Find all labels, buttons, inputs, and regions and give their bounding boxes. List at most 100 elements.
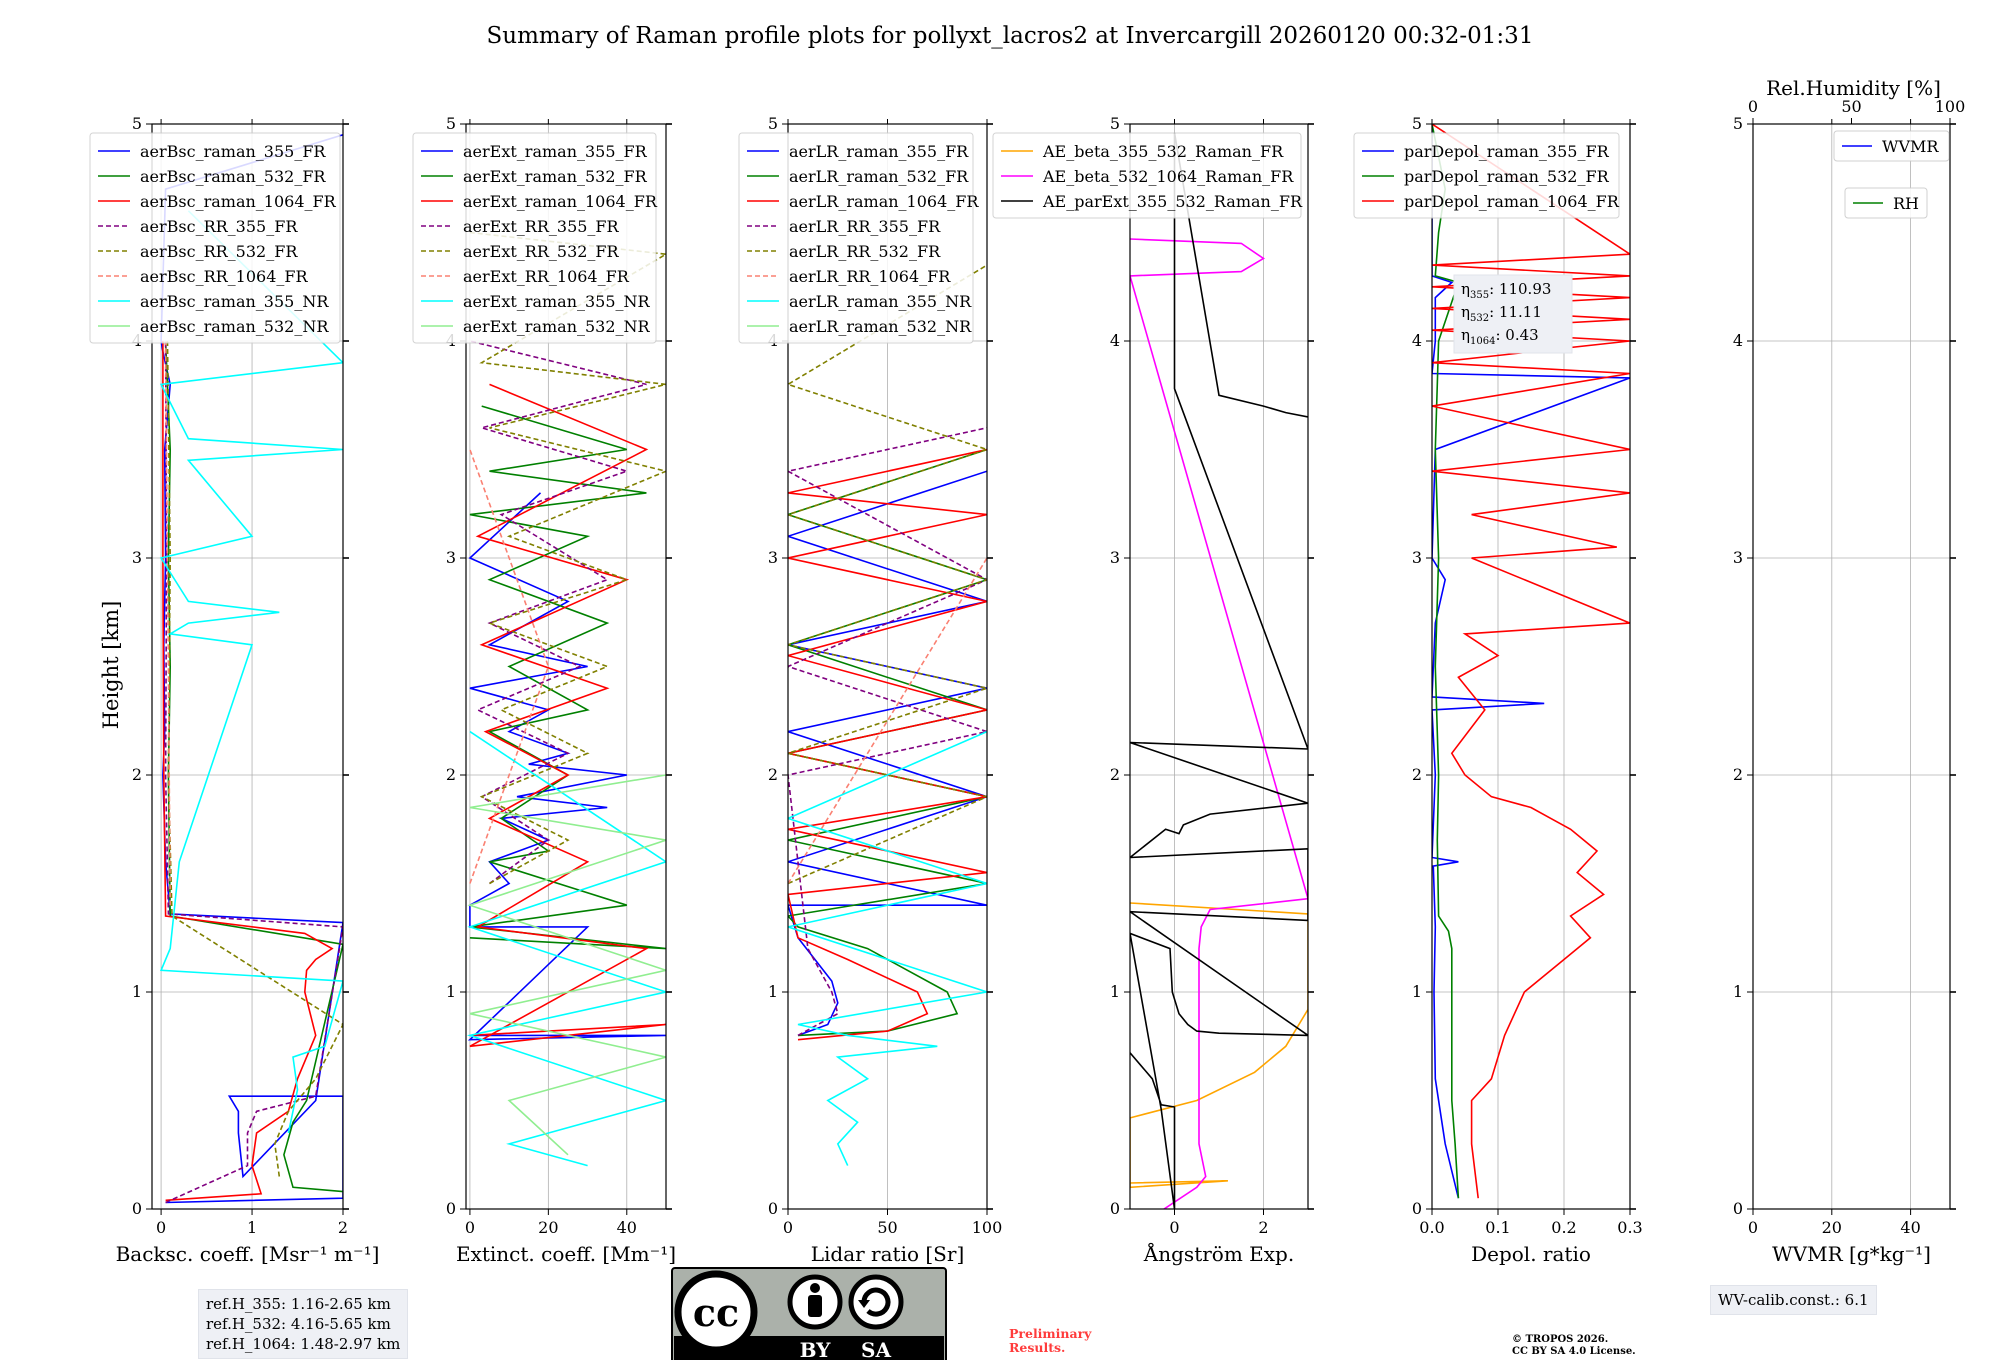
cc-icon-text: cc: [693, 1290, 739, 1335]
x-tick-label: 100: [972, 1218, 1003, 1237]
series-line-aerLR_raman_355_NR: [788, 730, 987, 1166]
y-tick-label: 2: [768, 765, 778, 784]
x-tick-label: 0.3: [1617, 1218, 1642, 1237]
series-line-aerLR_raman_355_FR: [788, 470, 987, 1037]
x-axis-label: WVMR [g*kg⁻¹]: [1772, 1242, 1931, 1266]
y-tick-label: 0: [768, 1199, 778, 1218]
legend-entry: aerLR_raman_532_FR: [789, 167, 969, 186]
legend-entry: AE_beta_355_532_Raman_FR: [1042, 142, 1284, 161]
axes-frame: [151, 123, 344, 1210]
x-tick-label: 2: [1258, 1218, 1268, 1237]
y-tick-label: 2: [132, 765, 142, 784]
legend: aerExt_raman_355_FR aerExt_raman_532_FRae…: [412, 132, 658, 344]
series-line-aerBsc_RR_532_FR: [166, 340, 343, 1177]
x2-tick-label: 100: [1935, 97, 1966, 116]
series-line-parDepol_raman_532_FR: [1432, 124, 1460, 1199]
series-line-aerExt_raman_532_NR: [467, 774, 666, 1156]
sa-icon: [848, 1274, 904, 1330]
legend-entry: aerLR_RR_532_FR: [789, 242, 941, 261]
legend-entry: aerLR_raman_355_FR: [789, 142, 969, 161]
legend-entry: aerExt_raman_532_NR: [463, 317, 651, 336]
series-line-AE_beta_532_1064_Raman_FR: [1130, 238, 1308, 1209]
x-axis-label: Lidar ratio [Sr]: [811, 1242, 965, 1266]
y-tick-label: 0: [1110, 1199, 1120, 1218]
x-tick-label: 1: [247, 1218, 257, 1237]
legend-entry: aerBsc_RR_532_FR: [140, 242, 298, 261]
x-axis-label: Depol. ratio: [1471, 1242, 1591, 1266]
x-tick-label: 0: [465, 1218, 475, 1237]
legend-entry: aerBsc_raman_532_FR: [140, 167, 326, 186]
legend-entry: aerBsc_raman_1064_FR: [140, 192, 337, 211]
legend-entry: aerLR_raman_355_NR: [789, 292, 972, 311]
x2-axis-label: Rel.Humidity [%]: [1766, 76, 1941, 100]
eta-annotation: η355: 110.93 η532: 11.11 η1064: 0.43: [1453, 274, 1573, 354]
x-tick-label: 40: [617, 1218, 637, 1237]
legend-entry: aerExt_raman_532_FR: [463, 167, 648, 186]
y-tick-label: 3: [1733, 548, 1743, 567]
y-tick-label: 1: [132, 982, 142, 1001]
legend-entry: RH: [1893, 194, 1919, 213]
by-label: BY: [800, 1338, 832, 1360]
legend-entry: WVMR: [1882, 137, 1939, 156]
y-axis-label: Height [km]: [99, 601, 123, 730]
legend-entry: aerExt_raman_355_FR: [463, 142, 648, 161]
legend-entry: aerExt_raman_1064_FR: [463, 192, 658, 211]
series-line-aerLR_RR_532_FR: [788, 264, 987, 885]
axes-frame: [1431, 123, 1631, 1210]
chart-panel-1: 012012345Backsc. coeff. [Msr⁻¹ m⁻¹]aerBs…: [89, 114, 380, 1266]
chart-panel-2: 02040012345Extinct. coeff. [Mm⁻¹]aerExt_…: [412, 114, 676, 1266]
legend-entry: aerLR_raman_1064_FR: [789, 192, 979, 211]
x-axis-label: Ångström Exp.: [1143, 1241, 1294, 1266]
x-tick-label: 0.2: [1551, 1218, 1576, 1237]
y-tick-label: 1: [446, 982, 456, 1001]
y-tick-label: 0: [1412, 1199, 1422, 1218]
cc-license-badge[interactable]: cc BY SA: [671, 1267, 947, 1360]
legend-entry: aerExt_RR_355_FR: [463, 217, 620, 236]
chart-panel-4: 0 2 0 1 2 3 4 5 Ångström Exp. AE_beta_355_532_Ram…: [992, 114, 1314, 1266]
y-tick-label: 1: [1412, 982, 1422, 1001]
y-tick-label: 5: [1733, 114, 1743, 133]
x-tick-label: 20: [1822, 1218, 1842, 1237]
legend-entry: aerExt_RR_1064_FR: [463, 267, 630, 286]
legend: aerBsc_raman_355_FR aerBsc_raman_532_FRae…: [89, 132, 341, 344]
wv-calibration-box: WV-calib.const.: 6.1: [1710, 1285, 1877, 1315]
x2-tick-label: 50: [1841, 97, 1861, 116]
y-tick-label: 2: [1110, 765, 1120, 784]
series-line-parDepol_raman_1064_FR: [1432, 124, 1630, 1199]
legend-entry: parDepol_raman_532_FR: [1404, 167, 1610, 186]
y-tick-label: 5: [1110, 114, 1120, 133]
series-line-aerLR_raman_1064_FR: [788, 448, 987, 1041]
x-axis-label: Backsc. coeff. [Msr⁻¹ m⁻¹]: [116, 1242, 380, 1266]
ref-height-355: ref.H_355: 1.16-2.65 km: [206, 1295, 391, 1313]
legend: parDepol_raman_355_FR parDepol_raman_532_…: [1353, 132, 1620, 219]
y-tick-label: 5: [768, 114, 778, 133]
legend-entry: AE_parExt_355_532_Raman_FR: [1042, 192, 1303, 211]
ref-height-532: ref.H_532: 4.16-5.65 km: [206, 1315, 391, 1333]
x-tick-label: 0: [1748, 1218, 1758, 1237]
legend: AE_beta_355_532_Raman_FR AE_beta_532_1064…: [992, 132, 1303, 219]
series-line-AE_beta_355_532_Raman_FR: [1130, 902, 1308, 1189]
y-tick-label: 1: [768, 982, 778, 1001]
y-tick-label: 0: [1733, 1199, 1743, 1218]
y-tick-label: 3: [768, 548, 778, 567]
series-line-AE_parExt_355_532_Raman_FR: [1130, 132, 1308, 1209]
panels: 012012345Backsc. coeff. [Msr⁻¹ m⁻¹]aerBs…: [89, 76, 1966, 1266]
preliminary-note: Preliminary Results.: [1009, 1326, 1092, 1355]
legend-entry: aerBsc_RR_1064_FR: [140, 267, 309, 286]
series-line-aerExt_raman_532_FR: [469, 405, 666, 950]
x-tick-label: 0: [156, 1218, 166, 1237]
y-tick-label: 5: [132, 114, 142, 133]
legend-entry: aerLR_raman_532_NR: [789, 317, 972, 336]
x-tick-label: 0.1: [1485, 1218, 1510, 1237]
y-tick-label: 1: [1110, 982, 1120, 1001]
ref-height-1064: ref.H_1064: 1.48-2.97 km: [206, 1335, 401, 1353]
y-tick-label: 4: [1110, 331, 1120, 350]
series-line-aerBsc_raman_532_FR: [164, 340, 343, 1193]
series-line-aerExt_raman_355_NR: [466, 730, 666, 1167]
series-line-aerBsc_raman_1064_FR: [162, 341, 334, 1202]
series-line-parDepol_raman_355_FR: [1432, 124, 1630, 1199]
y-tick-label: 5: [446, 114, 456, 133]
y-tick-label: 4: [1733, 331, 1743, 350]
y-tick-label: 3: [446, 548, 456, 567]
y-tick-label: 1: [1733, 982, 1743, 1001]
